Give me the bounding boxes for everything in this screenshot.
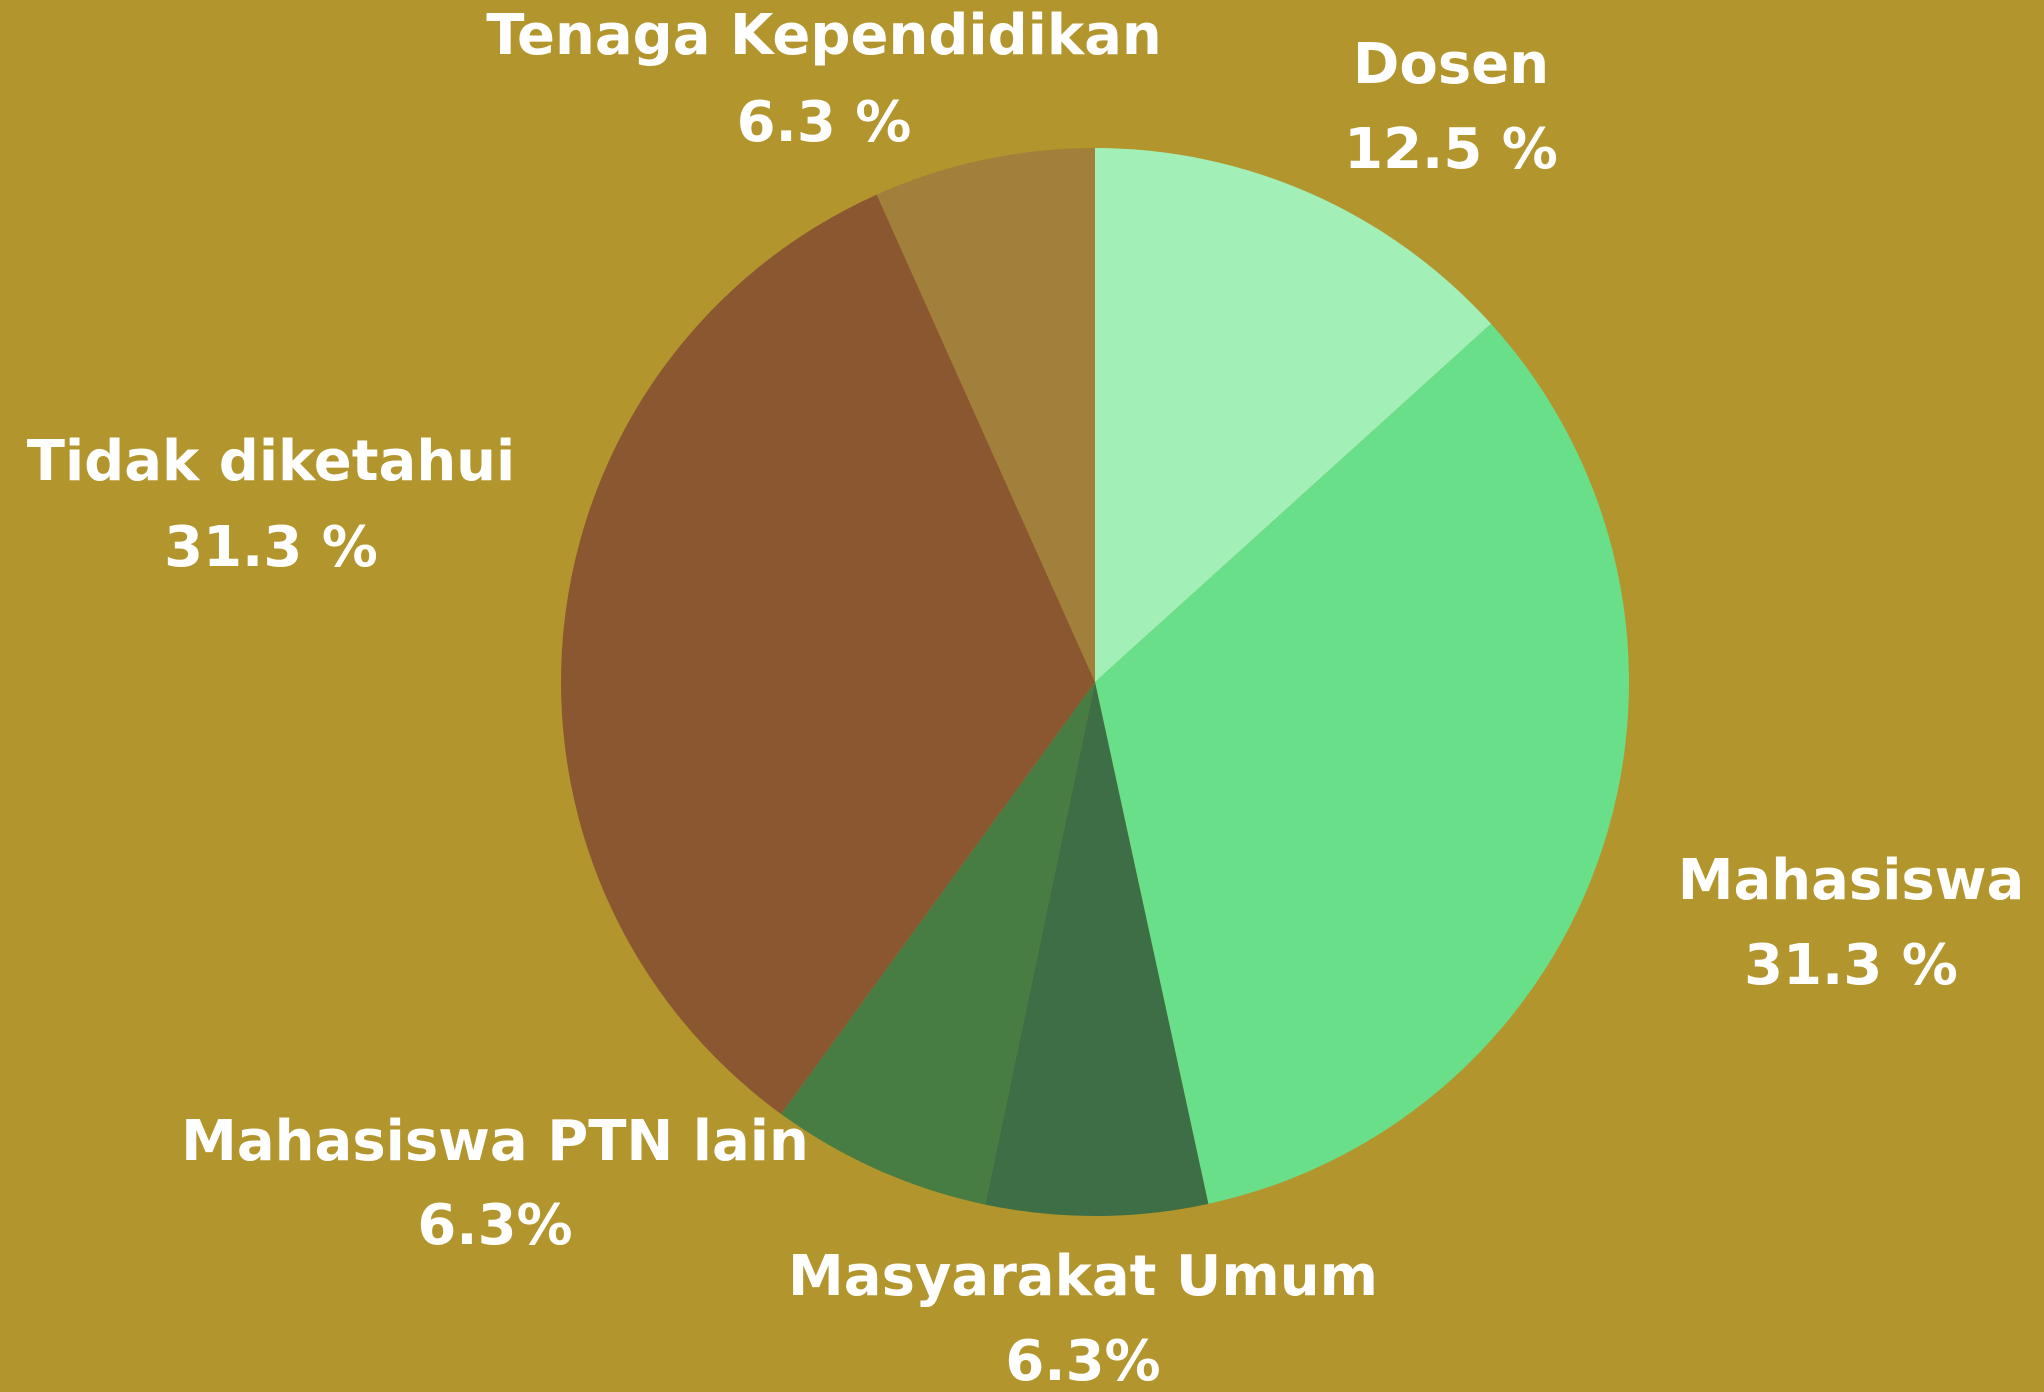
- slice-value-label: 31.3 %: [164, 515, 378, 580]
- slice-label: Dosen: [1353, 32, 1549, 97]
- slice-label: Mahasiswa: [1678, 848, 2025, 913]
- pie-slice: [876, 148, 1095, 682]
- slice-label: Masyarakat Umum: [788, 1244, 1378, 1309]
- pie-slice: [561, 194, 1095, 1115]
- slice-value-label: 6.3%: [1005, 1329, 1160, 1392]
- slice-value-label: 6.3%: [417, 1193, 572, 1258]
- slice-label: Tenaga Kependidikan: [486, 3, 1162, 68]
- slice-value-label: 6.3 %: [737, 90, 912, 155]
- slice-value-label: 12.5 %: [1344, 117, 1558, 182]
- slice-label: Mahasiswa PTN lain: [181, 1109, 809, 1174]
- pie-slice: [1095, 323, 1629, 1204]
- pie-slice: [781, 682, 1095, 1205]
- slice-label: Tidak diketahui: [27, 429, 516, 494]
- pie-slice: [985, 682, 1209, 1216]
- slice-value-label: 31.3 %: [1744, 933, 1958, 998]
- pie-slice: [1095, 148, 1492, 682]
